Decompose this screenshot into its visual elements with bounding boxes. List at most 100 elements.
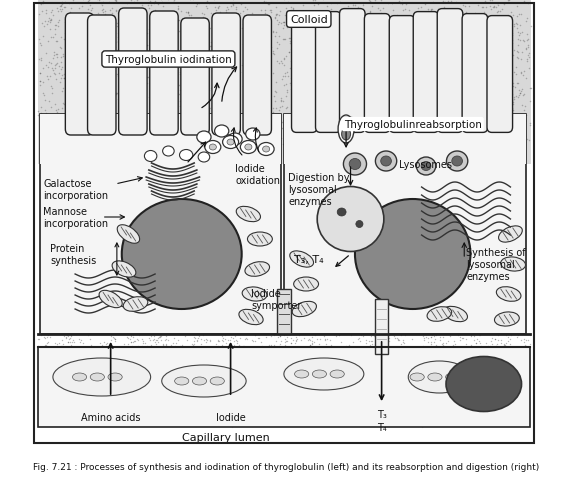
- Ellipse shape: [73, 373, 87, 381]
- Point: [152, 45, 161, 52]
- Point: [258, 54, 267, 62]
- Point: [127, 220, 136, 227]
- Point: [112, 138, 122, 146]
- Point: [317, 36, 327, 44]
- Point: [456, 200, 465, 208]
- Point: [512, 363, 521, 371]
- Point: [278, 76, 287, 83]
- Point: [488, 97, 497, 105]
- Point: [413, 423, 423, 430]
- Point: [123, 286, 132, 294]
- Point: [120, 91, 130, 99]
- Point: [100, 12, 110, 19]
- Point: [507, 40, 516, 48]
- Point: [280, 36, 289, 44]
- Point: [462, 340, 471, 348]
- Point: [496, 398, 505, 406]
- Point: [216, 109, 225, 117]
- Point: [430, 99, 439, 106]
- Point: [222, 214, 231, 222]
- Point: [266, 21, 275, 29]
- Point: [102, 90, 111, 97]
- Point: [404, 24, 413, 32]
- Point: [485, 70, 494, 77]
- Point: [446, 267, 455, 274]
- Point: [107, 386, 116, 394]
- Point: [134, 149, 143, 156]
- Point: [178, 153, 187, 161]
- Point: [268, 350, 278, 358]
- Point: [421, 105, 431, 113]
- Point: [184, 126, 193, 134]
- Point: [460, 85, 469, 93]
- Point: [63, 331, 72, 338]
- Point: [453, 91, 463, 99]
- Point: [142, 343, 151, 350]
- Ellipse shape: [428, 373, 442, 381]
- Point: [404, 356, 413, 364]
- Point: [160, 336, 170, 344]
- Point: [298, 57, 307, 64]
- Point: [417, 89, 426, 97]
- Point: [163, 337, 172, 345]
- Point: [227, 0, 236, 8]
- Point: [292, 360, 301, 367]
- Point: [311, 331, 320, 339]
- Point: [254, 99, 263, 106]
- Point: [234, 341, 243, 349]
- Point: [132, 303, 142, 311]
- Point: [66, 338, 75, 346]
- Point: [436, 54, 445, 62]
- Point: [324, 82, 333, 90]
- Point: [440, 82, 449, 90]
- Point: [377, 333, 386, 340]
- Point: [421, 334, 431, 342]
- Point: [216, 106, 226, 114]
- Point: [218, 133, 227, 141]
- Point: [196, 155, 205, 163]
- Point: [42, 416, 51, 424]
- Point: [364, 233, 373, 241]
- Point: [56, 59, 65, 67]
- Point: [224, 15, 234, 22]
- Point: [197, 246, 206, 254]
- Point: [412, 52, 421, 60]
- Ellipse shape: [381, 157, 391, 166]
- Point: [198, 145, 207, 152]
- Point: [127, 343, 136, 350]
- Point: [305, 341, 315, 349]
- Point: [65, 18, 74, 26]
- Point: [449, 47, 458, 55]
- Point: [445, 125, 455, 133]
- Point: [216, 111, 226, 119]
- Point: [326, 393, 335, 401]
- Point: [401, 332, 410, 339]
- Point: [525, 54, 534, 61]
- Point: [145, 5, 154, 13]
- Point: [328, 129, 337, 137]
- Point: [135, 204, 144, 212]
- Point: [460, 401, 469, 408]
- Point: [428, 231, 437, 239]
- Point: [231, 133, 240, 141]
- Point: [84, 0, 93, 5]
- Point: [493, 8, 502, 15]
- Point: [91, 108, 100, 116]
- Point: [311, 0, 320, 4]
- Point: [320, 36, 329, 44]
- Point: [404, 90, 413, 98]
- Point: [226, 58, 235, 65]
- Point: [144, 153, 153, 161]
- Point: [216, 161, 225, 168]
- Point: [123, 86, 132, 93]
- Point: [162, 237, 171, 244]
- Point: [452, 70, 461, 77]
- Point: [420, 108, 429, 116]
- Point: [41, 160, 50, 167]
- Point: [308, 138, 317, 146]
- Point: [524, 336, 533, 344]
- Point: [464, 50, 473, 58]
- Point: [500, 373, 509, 380]
- Point: [55, 149, 65, 157]
- Point: [179, 77, 188, 85]
